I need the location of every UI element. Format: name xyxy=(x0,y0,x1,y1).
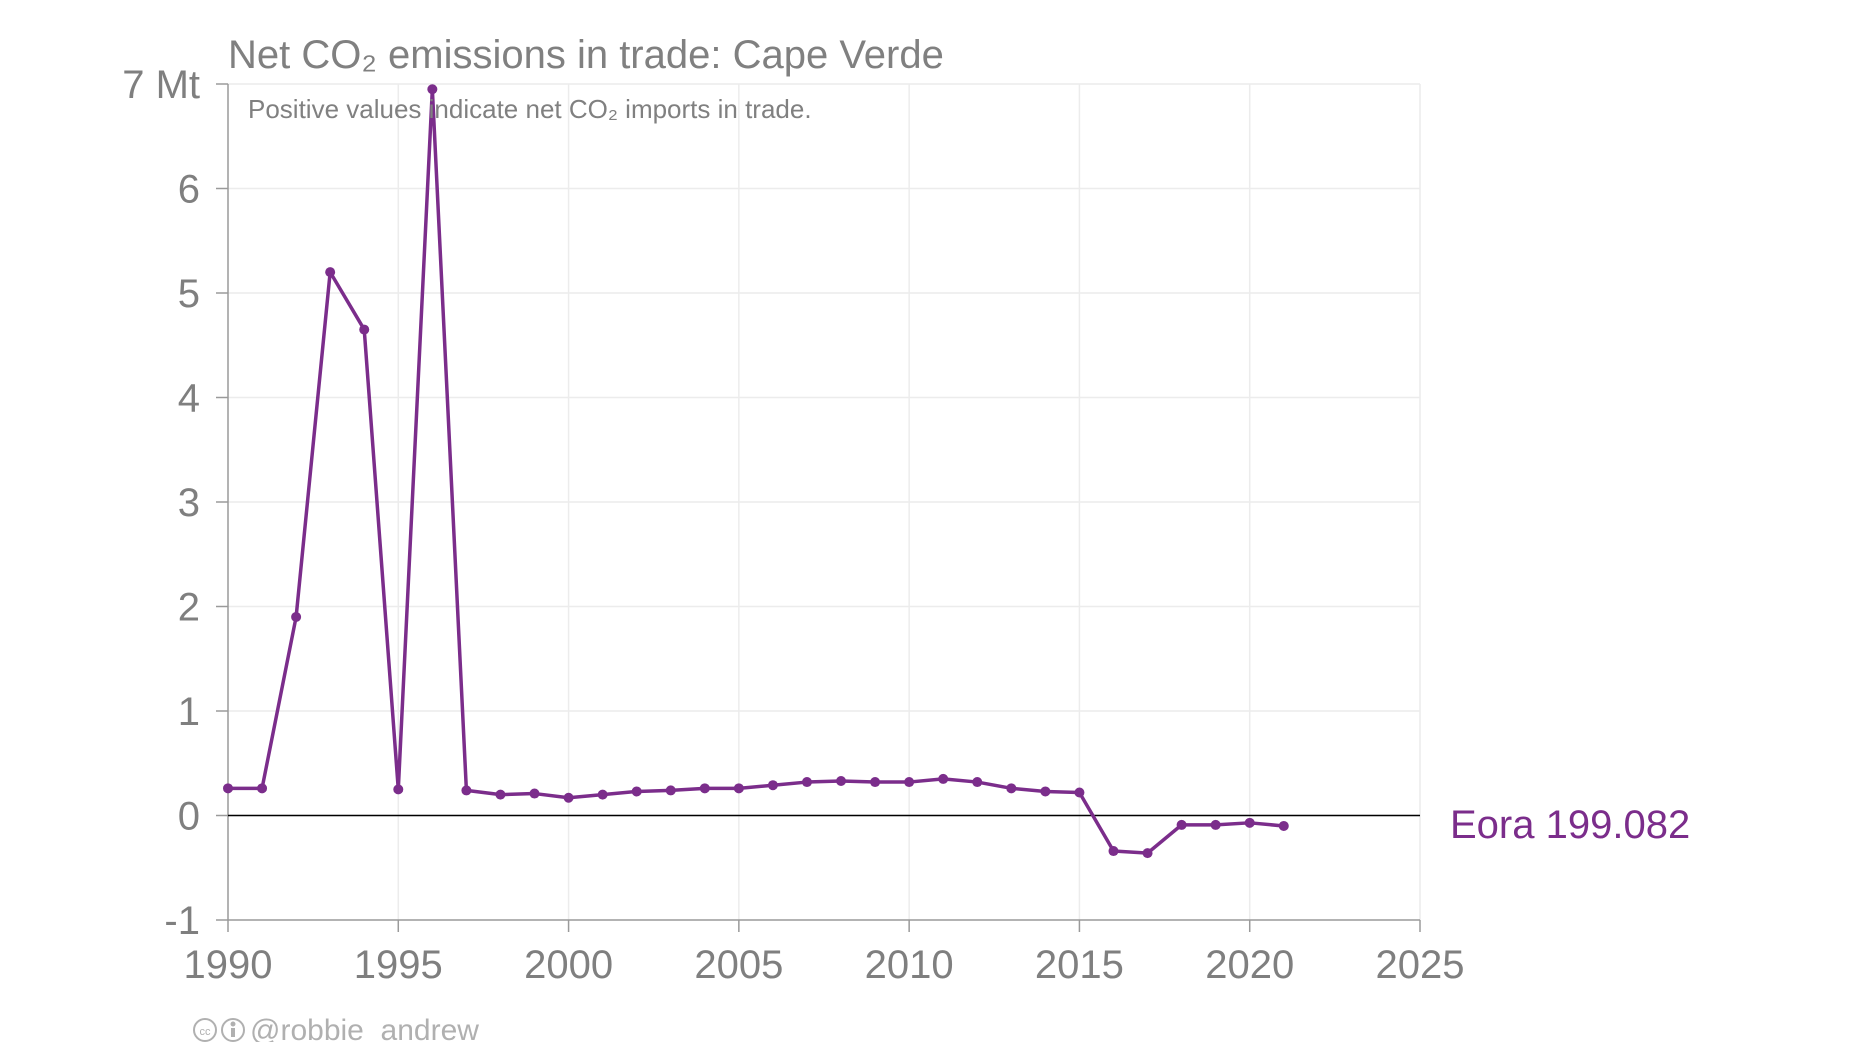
data-point xyxy=(1074,787,1085,798)
data-point xyxy=(427,84,438,95)
data-point xyxy=(1244,817,1255,828)
series-label: Eora 199.082 xyxy=(1450,803,1690,847)
cc-license-icon: cc xyxy=(193,1018,245,1042)
data-point xyxy=(631,786,642,797)
data-point xyxy=(1006,783,1017,794)
y-tick-label: 1 xyxy=(178,690,200,734)
data-point xyxy=(223,783,233,794)
y-tick-label: 7 Mt xyxy=(122,63,200,107)
data-point xyxy=(461,785,472,796)
x-tick-labels: 1990 1995 2000 2005 2010 2015 2020 2025 xyxy=(184,943,1465,987)
y-tick-label: 4 xyxy=(178,377,200,421)
data-point xyxy=(529,788,540,799)
x-tick-label: 1995 xyxy=(354,943,443,987)
x-tick-label: 2025 xyxy=(1376,943,1465,987)
data-point xyxy=(393,784,404,795)
y-tick-label: 6 xyxy=(178,168,200,212)
x-tick-label: 2010 xyxy=(865,943,954,987)
data-point xyxy=(733,783,744,794)
data-point xyxy=(1210,819,1221,830)
data-point xyxy=(495,789,506,800)
data-point xyxy=(257,783,268,794)
series xyxy=(223,84,1289,859)
data-point xyxy=(904,777,915,788)
x-tick-label: 2005 xyxy=(694,943,783,987)
y-tick-label: 5 xyxy=(178,272,200,316)
data-point xyxy=(972,777,983,788)
y-tick-label: 3 xyxy=(178,481,200,525)
y-tick-label: 0 xyxy=(178,795,200,839)
data-point xyxy=(699,783,710,794)
data-point xyxy=(1176,819,1187,830)
x-tick-label: 2020 xyxy=(1205,943,1294,987)
data-point xyxy=(938,773,949,784)
data-point xyxy=(870,777,881,788)
x-tick-label: 1990 xyxy=(184,943,273,987)
y-tick-label: 2 xyxy=(178,586,200,630)
credit-text: @robbie_andrew xyxy=(250,1014,479,1042)
data-point xyxy=(359,324,370,335)
data-point xyxy=(767,780,778,791)
axes xyxy=(216,83,1421,932)
x-tick-label: 2015 xyxy=(1035,943,1124,987)
data-point xyxy=(325,267,336,278)
chart-subtitle: Positive values indicate net CO₂ imports… xyxy=(248,94,812,124)
y-tick-label: -1 xyxy=(164,899,200,943)
svg-text:cc: cc xyxy=(200,1026,212,1038)
y-tick-labels: -1 0 1 2 3 4 5 6 7 Mt xyxy=(122,63,200,943)
grid-lines xyxy=(228,83,1421,920)
data-point xyxy=(836,776,847,787)
data-point xyxy=(1278,820,1289,831)
data-point xyxy=(801,777,812,788)
data-point xyxy=(291,611,302,622)
data-point xyxy=(665,785,676,796)
data-point xyxy=(1108,846,1119,857)
data-point xyxy=(597,789,608,800)
data-point xyxy=(1040,786,1051,797)
data-point xyxy=(563,792,574,803)
chart-title: Net CO₂ emissions in trade: Cape Verde xyxy=(228,33,944,77)
data-point xyxy=(1142,848,1153,859)
x-tick-label: 2000 xyxy=(524,943,613,987)
series-line xyxy=(228,87,1284,855)
